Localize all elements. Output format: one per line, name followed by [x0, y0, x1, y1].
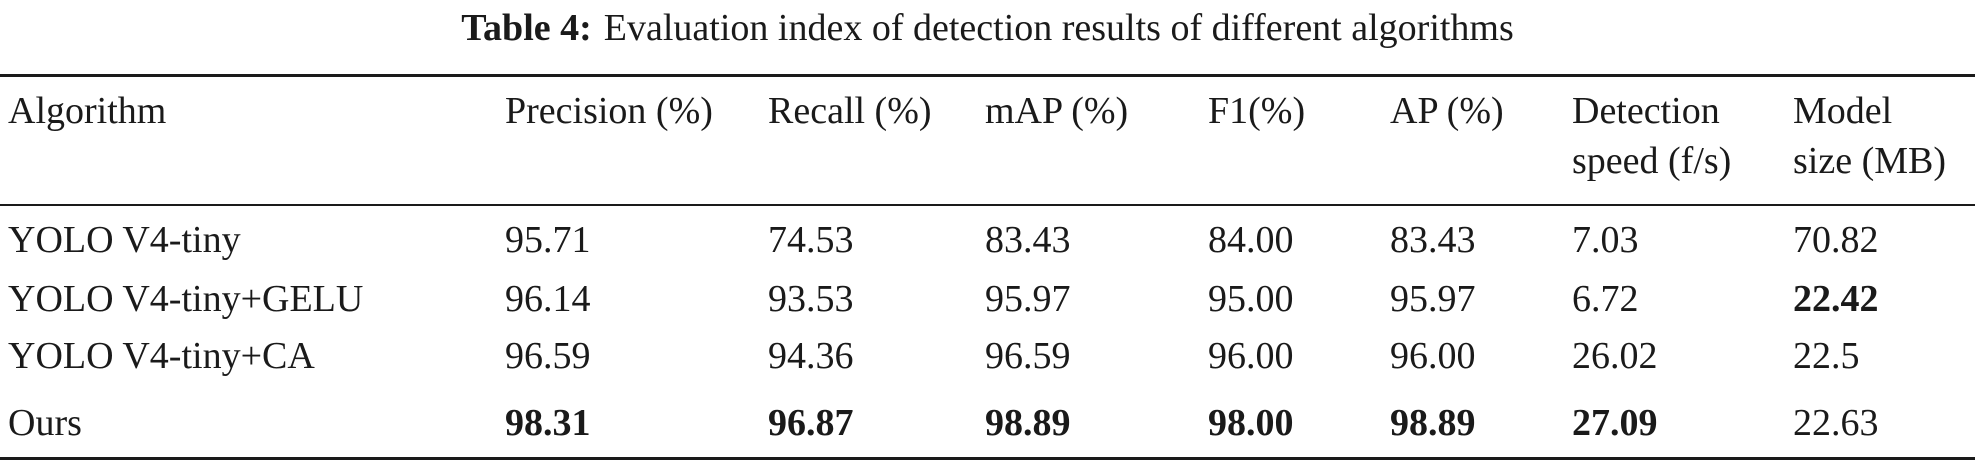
table-cell-precision: 95.71	[505, 219, 591, 261]
table-cell-recall: 94.36	[768, 335, 854, 377]
column-header-algorithm: Algorithm	[8, 90, 167, 132]
table-label: Table 4:	[461, 7, 592, 49]
table-cell-model-size: 70.82	[1793, 219, 1879, 261]
table-cell-ap: 95.97	[1390, 278, 1476, 320]
table-cell-precision: 96.14	[505, 278, 591, 320]
table-cell-ap: 98.89	[1390, 402, 1476, 444]
table-cell-recall: 96.87	[768, 402, 854, 444]
table-cell-recall: 74.53	[768, 219, 854, 261]
table-cell-detection-speed: 27.09	[1572, 402, 1658, 444]
column-header-map: mAP (%)	[985, 90, 1129, 132]
column-header-precision: Precision (%)	[505, 90, 713, 132]
table-cell-f1: 98.00	[1208, 402, 1294, 444]
table-cell-f1: 84.00	[1208, 219, 1294, 261]
column-header-f1: F1(%)	[1208, 90, 1306, 132]
table-cell-precision: 98.31	[505, 402, 591, 444]
table-cell-model-size: 22.63	[1793, 402, 1879, 444]
column-header-model-size: size (MB)	[1793, 140, 1947, 182]
table-cell-model-size: 22.42	[1793, 278, 1879, 320]
column-header-ap: AP (%)	[1390, 90, 1504, 132]
column-header-detection-speed: speed (f/s)	[1572, 140, 1732, 182]
table-caption: Table 4: Evaluation index of detection re…	[0, 0, 1975, 66]
table-cell-recall: 93.53	[768, 278, 854, 320]
table-cell-f1: 96.00	[1208, 335, 1294, 377]
table-cell-ap: 83.43	[1390, 219, 1476, 261]
table-cell-model-size: 22.5	[1793, 335, 1860, 377]
table-cell-ap: 96.00	[1390, 335, 1476, 377]
table-cell-detection-speed: 6.72	[1572, 278, 1639, 320]
table-cell-algorithm: Ours	[8, 402, 82, 444]
top-rule	[0, 74, 1975, 77]
table-cell-algorithm: YOLO V4-tiny+GELU	[8, 278, 364, 320]
table-cell-map: 98.89	[985, 402, 1071, 444]
table-cell-map: 83.43	[985, 219, 1071, 261]
column-header-recall: Recall (%)	[768, 90, 932, 132]
table-cell-f1: 95.00	[1208, 278, 1294, 320]
table-cell-algorithm: YOLO V4-tiny+CA	[8, 335, 315, 377]
column-header-model-size: Model	[1793, 90, 1893, 132]
table-cell-detection-speed: 7.03	[1572, 219, 1639, 261]
table-cell-map: 96.59	[985, 335, 1071, 377]
column-header-detection-speed: Detection	[1572, 90, 1720, 132]
table-cell-detection-speed: 26.02	[1572, 335, 1658, 377]
table-cell-map: 95.97	[985, 278, 1071, 320]
header-rule	[0, 204, 1975, 206]
table-cell-precision: 96.59	[505, 335, 591, 377]
table-title: Evaluation index of detection results of…	[603, 7, 1514, 49]
table-cell-algorithm: YOLO V4-tiny	[8, 219, 241, 261]
bottom-rule	[0, 457, 1975, 460]
